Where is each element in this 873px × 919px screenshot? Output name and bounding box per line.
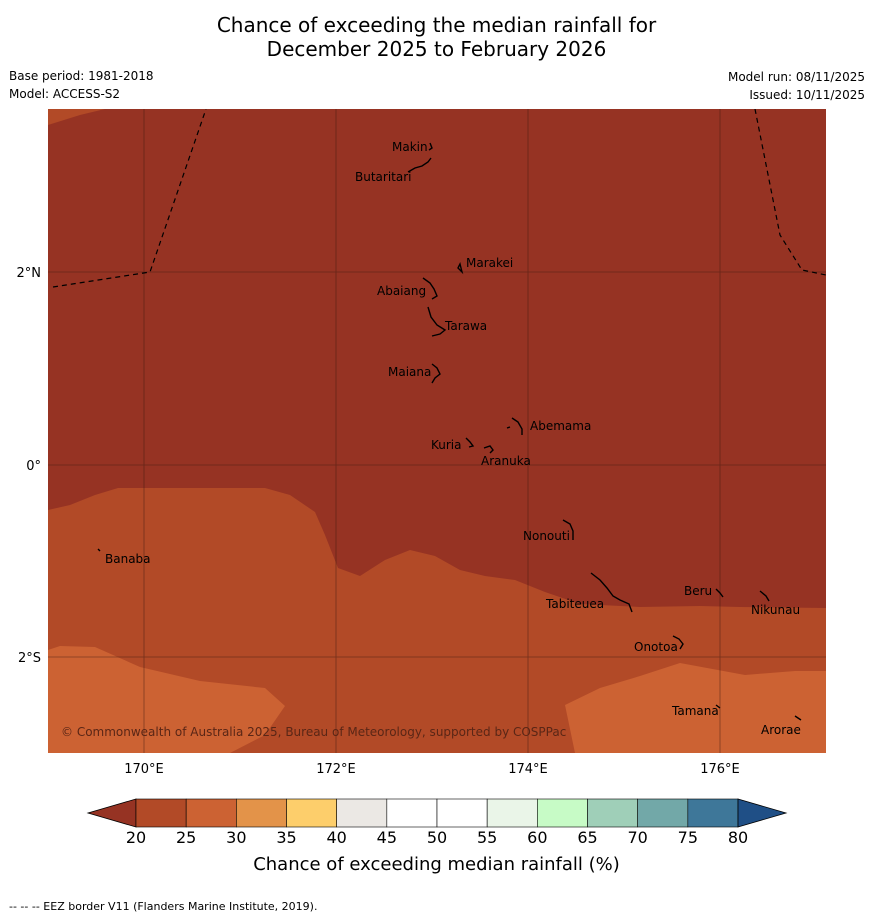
zone-25-30-west (48, 646, 285, 753)
colorbar-segment (185, 798, 237, 828)
base-period: Base period: 1981-2018 (9, 69, 154, 83)
graticule (48, 109, 826, 753)
island-label-tamana: Tamana (671, 704, 719, 718)
lon-label-170e: 170°E (124, 762, 164, 777)
title-line-1: Chance of exceeding the median rainfall … (216, 13, 657, 37)
colorbar-segment (286, 798, 337, 828)
colorbar-tick-label: 75 (677, 828, 699, 847)
issued-date: Issued: 10/11/2025 (749, 88, 865, 102)
lon-label-176e: 176°E (700, 762, 740, 777)
title-line-2: December 2025 to February 2026 (266, 37, 607, 61)
eez-footnote: -- -- -- EEZ border V11 (Flanders Marine… (9, 900, 318, 913)
island-label-butaritari: Butaritari (355, 170, 412, 184)
colorbar-title: Chance of exceeding median rainfall (%) (253, 854, 620, 875)
colorbar-segment (637, 798, 689, 828)
island-label-aranuka: Aranuka (481, 454, 531, 468)
colorbar-tick-label: 40 (326, 828, 347, 847)
island-label-makin: Makin (392, 140, 428, 154)
colorbar-segment (687, 798, 739, 828)
lat-label-2n: 2°N (17, 266, 42, 281)
colorbar-tick-label: 60 (527, 828, 548, 847)
colorbar-tick-label: 20 (125, 828, 147, 847)
lat-label-2s: 2°S (18, 651, 41, 666)
island-label-nikunau: Nikunau (751, 603, 800, 617)
eez-border (52, 109, 826, 288)
colorbar-tick-label: 65 (577, 828, 598, 847)
colorbar-segment (486, 798, 538, 828)
island-label-maiana: Maiana (388, 365, 431, 379)
colorbar-tick-label: 35 (276, 828, 297, 847)
copyright-notice: © Commonwealth of Australia 2025, Bureau… (61, 725, 566, 739)
zone-20-25-north (48, 109, 105, 125)
lon-axis-labels: 170°E 172°E 174°E 176°E (124, 762, 740, 777)
island-label-arorae: Arorae (761, 723, 801, 737)
colorbar-tick-label: 45 (376, 828, 398, 847)
island-label-kuria: Kuria (431, 438, 462, 452)
colorbar-segment (236, 798, 287, 828)
island-outlines (97, 142, 802, 721)
model-name: Model: ACCESS-S2 (9, 87, 121, 101)
island-label-abaiang: Abaiang (377, 284, 426, 298)
lat-axis-labels: 2°N 0° 2°S (17, 266, 42, 666)
colorbar-over-arrow (737, 798, 788, 828)
lon-label-172e: 172°E (316, 762, 356, 777)
island-label-marakei: Marakei (466, 256, 513, 270)
island-label-tabiteuea: Tabiteuea (545, 597, 604, 611)
colorbar-tick-label: 50 (426, 828, 448, 847)
colorbar-tick-label: 70 (627, 828, 648, 847)
colorbar-tick-label: 30 (226, 828, 247, 847)
colorbar (86, 798, 788, 828)
colorbar-segment (587, 798, 638, 828)
island-label-abemama: Abemama (530, 419, 591, 433)
island-label-beru: Beru (684, 584, 712, 598)
zone-25-30-east (565, 663, 826, 753)
lat-label-0: 0° (26, 459, 41, 474)
colorbar-tick-label: 25 (175, 828, 197, 847)
island-label-onotoa: Onotoa (634, 640, 678, 654)
colorbar-under-arrow (86, 798, 137, 828)
colorbar-segment (135, 798, 187, 828)
island-labels: Makin Butaritari Marakei Abaiang Tarawa … (105, 140, 801, 737)
colorbar-tick-label: 55 (476, 828, 498, 847)
colorbar-segment (436, 798, 488, 828)
island-label-tarawa: Tarawa (444, 319, 487, 333)
model-run: Model run: 08/11/2025 (727, 70, 865, 84)
island-label-banaba: Banaba (105, 552, 151, 566)
lon-label-174e: 174°E (508, 762, 548, 777)
colorbar-tick-label: 80 (727, 828, 749, 847)
colorbar-segment (386, 798, 438, 828)
colorbar-segment (537, 798, 588, 828)
island-label-nonouti: Nonouti (523, 529, 570, 543)
colorbar-segment (336, 798, 388, 828)
